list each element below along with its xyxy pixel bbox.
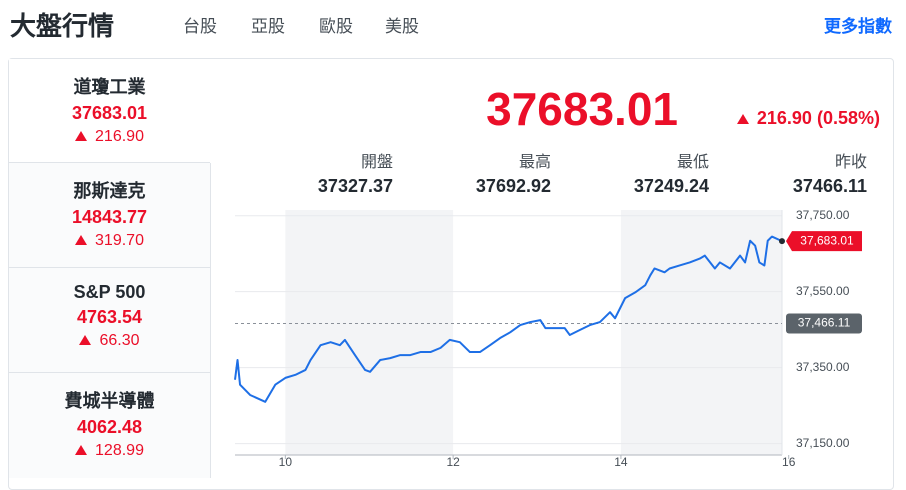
index-name: 費城半導體 [64, 391, 155, 411]
price-change: 216.90 (0.58%) [736, 108, 880, 129]
index-item[interactable]: S&P 500 4763.54 66.30 [9, 268, 211, 373]
tab[interactable]: 亞股 [251, 17, 285, 36]
stat-value: 37327.37 [317, 176, 393, 196]
x-tick-label: 10 [279, 455, 293, 469]
index-item[interactable]: 費城半導體 4062.48 128.99 [9, 373, 211, 478]
index-value: 4062.48 [76, 417, 143, 437]
y-tick-label: 37,150.00 [796, 436, 850, 450]
index-item[interactable]: 那斯達克 14843.77 319.70 [9, 163, 211, 268]
more-link[interactable]: 更多指數 [824, 17, 892, 36]
band [620, 210, 782, 455]
x-tick-label: 14 [614, 455, 628, 469]
page-title: 大盤行情 [10, 11, 115, 41]
stat: 昨收 37466.11 [717, 148, 867, 197]
last-label: 37,683.01 [800, 233, 854, 247]
reference-label-box [786, 313, 862, 334]
stat-label: 開盤 [360, 154, 393, 171]
reference-label: 37,466.11 [798, 316, 851, 330]
band [285, 210, 454, 455]
stat: 開盤 37327.37 [243, 148, 393, 197]
stat-label: 最高 [518, 154, 551, 171]
index-name: S&P 500 [73, 282, 146, 302]
index-change-value: 66.30 [99, 332, 140, 349]
tab[interactable]: 美股 [385, 17, 419, 36]
index-change-value: 216.90 [95, 128, 144, 145]
index-value: 4763.54 [76, 307, 143, 327]
y-tick-label: 37,750.00 [796, 208, 850, 222]
stat-label: 昨收 [834, 154, 867, 171]
index-change: 66.30 [9, 332, 210, 350]
index-value: 14843.77 [71, 207, 148, 227]
stat: 最低 37249.24 [559, 148, 709, 197]
y-tick-label: 37,350.00 [796, 360, 850, 374]
tab[interactable]: 台股 [183, 17, 217, 36]
price-line [234, 235, 783, 403]
price: 37683.01 [486, 83, 678, 135]
index-change: 128.99 [9, 442, 210, 460]
change-percent: (0.58%) [816, 108, 880, 128]
index-item[interactable]: 道瓊工業 37683.01 216.90 [9, 59, 210, 163]
index-change: 216.90 [9, 128, 210, 146]
x-tick-label: 16 [782, 455, 796, 469]
last-point [779, 238, 785, 245]
index-change-value: 319.70 [95, 232, 144, 249]
x-tick-label: 12 [446, 455, 460, 469]
index-change: 319.70 [9, 232, 210, 250]
stat: 最高 37692.92 [401, 148, 551, 197]
stat-label: 最低 [676, 154, 709, 171]
y-tick-label: 37,550.00 [796, 284, 850, 298]
stat-value: 37466.11 [792, 176, 867, 196]
index-value: 37683.01 [71, 103, 148, 123]
stat-value: 37249.24 [633, 176, 709, 196]
index-name: 道瓊工業 [73, 77, 146, 97]
tab[interactable]: 歐股 [319, 17, 353, 36]
last-label-box [786, 231, 862, 252]
stat-value: 37692.92 [475, 176, 551, 196]
index-change-value: 128.99 [95, 442, 144, 459]
change-value: 216.90 [756, 108, 812, 128]
index-name: 那斯達克 [73, 181, 146, 201]
